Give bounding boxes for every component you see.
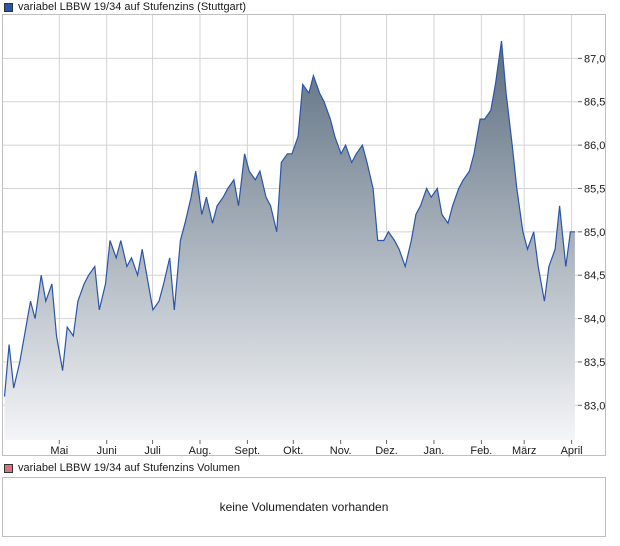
x-tick-label: März [512, 445, 536, 457]
y-tick-label: 83,5 [584, 357, 605, 369]
price-line [3, 40, 575, 397]
x-tick-label: Feb. [470, 445, 492, 457]
price-chart: 83,0 83,5 84,0 84,5 85,0 85,5 86,0 86,5 87,0 Mai… [2, 14, 606, 457]
x-tick-label: Aug. [189, 445, 212, 457]
price-area [4, 41, 575, 440]
price-legend: variabel LBBW 19/34 auf Stufenzins (Stut… [4, 0, 246, 14]
price-legend-swatch [4, 2, 13, 12]
x-tick-label: April [561, 445, 583, 457]
volume-legend: variabel LBBW 19/34 auf Stufenzins Volum… [4, 461, 240, 475]
x-tick-label: Okt. [283, 445, 303, 457]
y-tick-label: 86,5 [584, 97, 605, 109]
y-tick-label: 86,0 [584, 140, 605, 152]
y-tick-label: 85,5 [584, 183, 605, 195]
x-axis: Mai Juni Juli Aug. Sept. Okt. Nov. Dez. Jan. Feb.… [50, 440, 583, 457]
y-tick-label: 87,0 [584, 53, 605, 65]
y-tick-label: 84,5 [584, 270, 605, 282]
x-tick-label: Jan. [424, 445, 445, 457]
plot-frame [2, 14, 606, 456]
y-tick-label: 83,0 [584, 400, 605, 412]
volume-legend-swatch [4, 463, 13, 473]
y-axis: 83,0 83,5 84,0 84,5 85,0 85,5 86,0 86,5 87,0 [578, 53, 605, 412]
x-tick-label: Mai [50, 445, 68, 457]
volume-legend-label: variabel LBBW 19/34 auf Stufenzins Volum… [18, 462, 240, 474]
x-tick-label: Nov. [330, 445, 352, 457]
y-tick-label: 84,0 [584, 314, 605, 326]
y-tick-label: 85,0 [584, 227, 605, 239]
price-legend-label: variabel LBBW 19/34 auf Stufenzins (Stut… [18, 1, 247, 13]
volume-empty-message: keine Volumendaten vorhanden [219, 500, 389, 514]
volume-panel: keine Volumendaten vorhanden [2, 477, 606, 537]
x-tick-label: Dez. [375, 445, 398, 457]
x-tick-label: Juni [97, 445, 117, 457]
x-tick-label: Sept. [235, 445, 261, 457]
x-tick-label: Juli [144, 445, 161, 457]
